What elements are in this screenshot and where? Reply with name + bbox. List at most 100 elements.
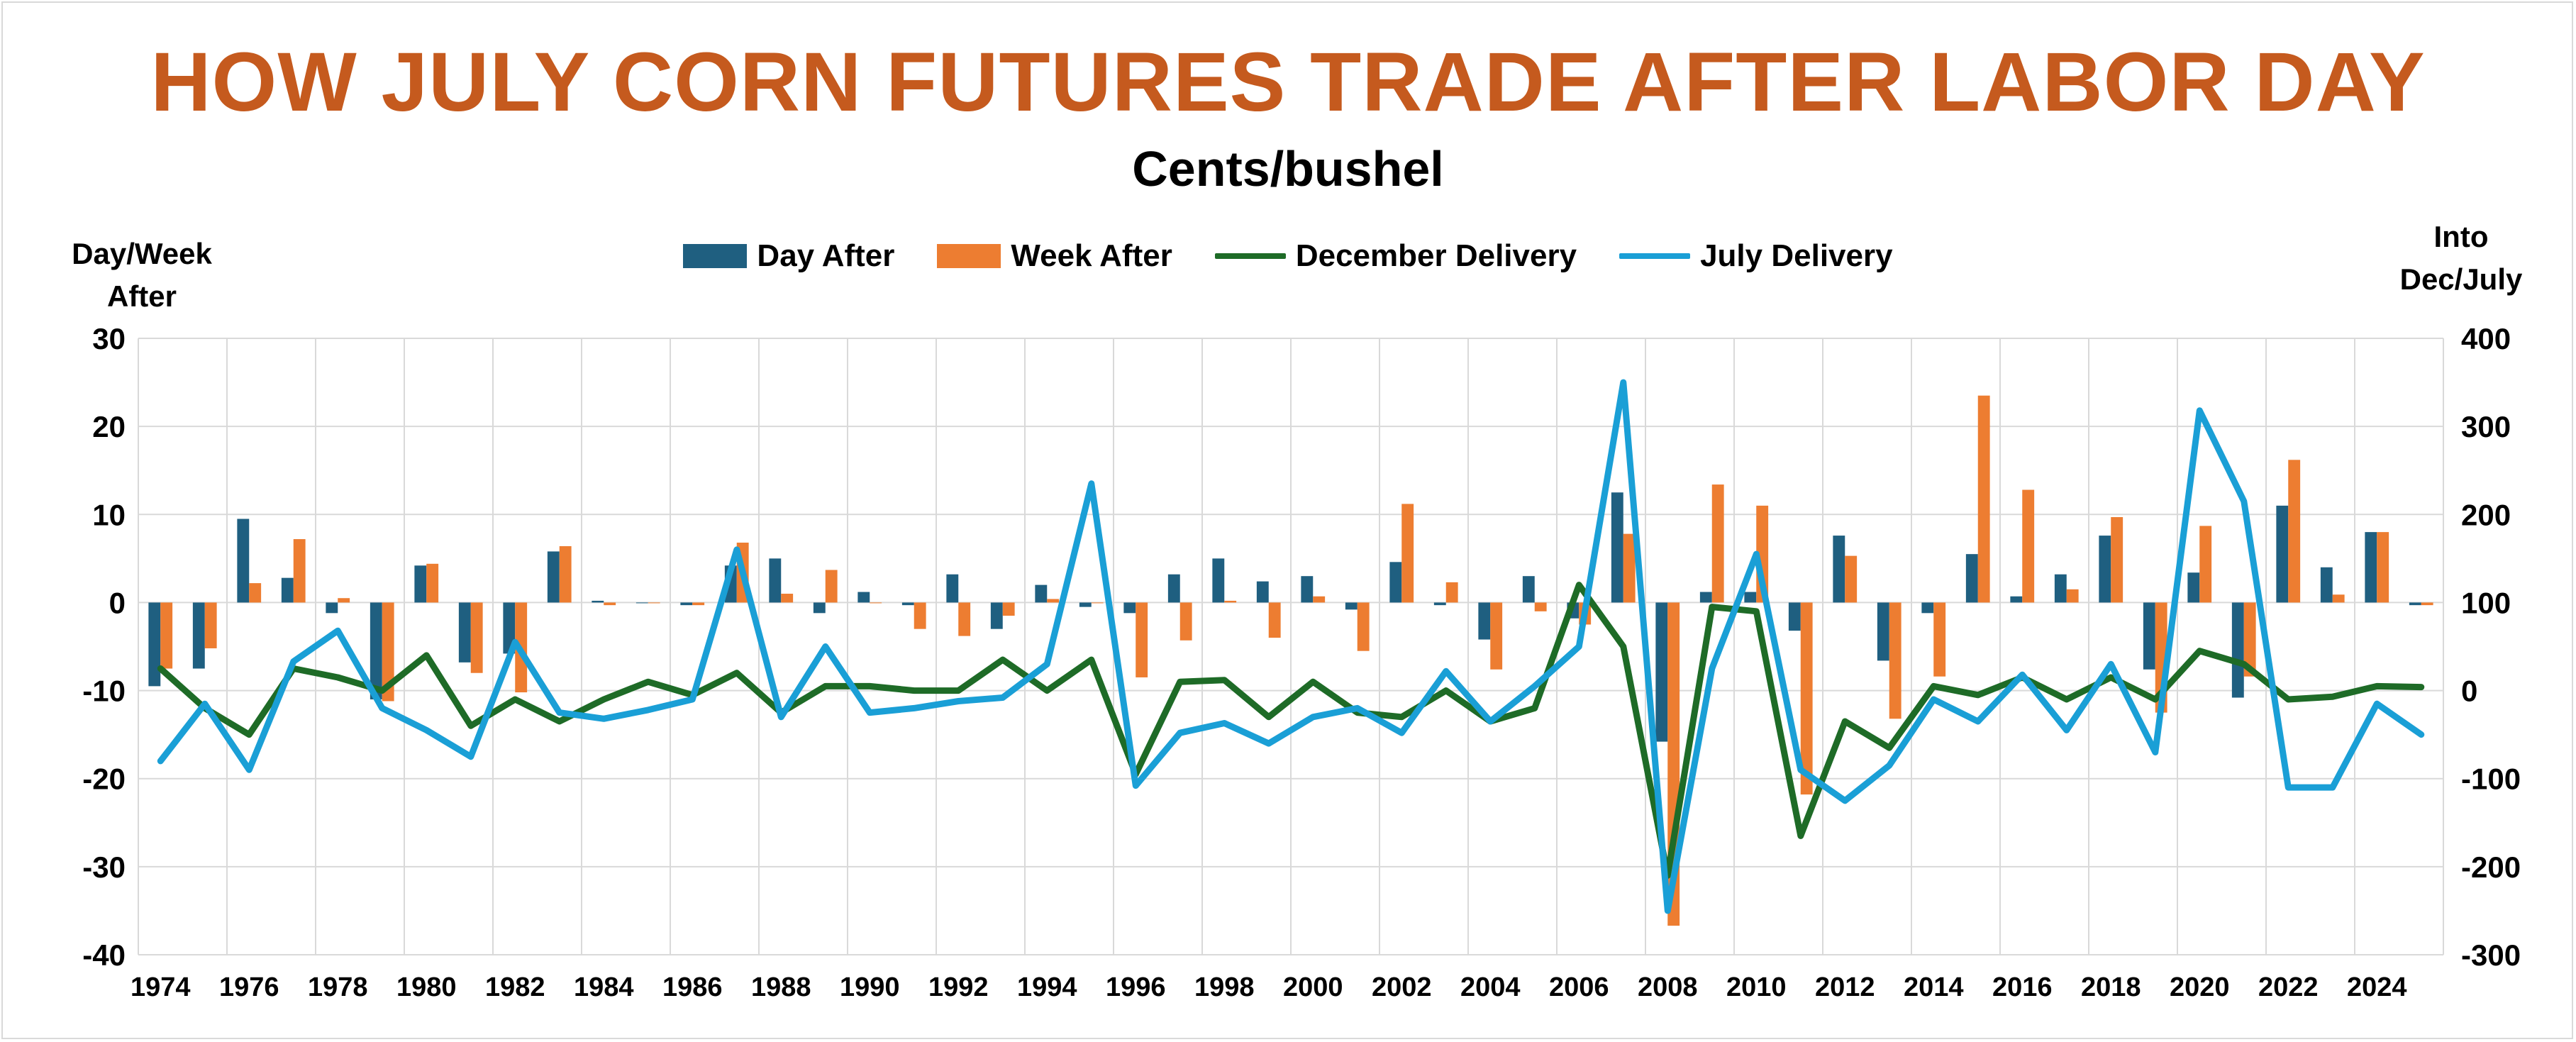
bar-week-after (1224, 600, 1237, 603)
bar-week-after (1136, 602, 1148, 677)
legend: Day After Week After December Delivery J… (0, 238, 2576, 274)
right-tick-label: 100 (2461, 586, 2511, 619)
bar-day-after (370, 602, 382, 699)
bar-week-after (2377, 532, 2389, 603)
bar-week-after (2022, 489, 2035, 603)
bar-day-after (2320, 567, 2333, 603)
point-december-delivery (337, 677, 338, 678)
bar-week-after (1534, 602, 1547, 611)
legend-item-december-delivery: December Delivery (1214, 238, 1577, 274)
right-axis-title: Into Dec/July (2399, 220, 2523, 296)
bar-day-after (237, 519, 250, 603)
point-july-delivery (2021, 674, 2023, 675)
point-july-delivery (692, 699, 693, 700)
right-tick-label: 400 (2461, 322, 2511, 355)
point-july-delivery (1268, 743, 1270, 744)
bar-day-after (769, 558, 782, 603)
x-tick-label: 2014 (1904, 972, 1964, 1002)
bar-day-after (1522, 576, 1535, 603)
point-december-delivery (1091, 659, 1092, 660)
point-december-delivery (869, 685, 870, 687)
point-july-delivery (382, 707, 383, 709)
bar-day-after (1833, 536, 1845, 603)
point-december-delivery (382, 690, 383, 692)
x-tick-label: 2018 (2081, 972, 2141, 1002)
point-july-delivery (2376, 703, 2377, 704)
left-tick-label: -40 (82, 938, 126, 972)
bar-week-after (1889, 602, 1902, 719)
point-december-delivery (2332, 696, 2333, 697)
point-july-delivery (1755, 553, 1757, 555)
bar-day-after (813, 602, 826, 614)
x-tick-label: 1998 (1194, 972, 1255, 1002)
legend-item-july-delivery: July Delivery (1619, 238, 1893, 274)
bar-day-after (148, 602, 161, 687)
bar-day-after (1611, 492, 1623, 603)
bar-day-after (1212, 558, 1225, 603)
point-july-delivery (470, 756, 472, 758)
bar-week-after (870, 602, 882, 604)
point-december-delivery (1002, 659, 1004, 660)
bar-week-after (160, 602, 173, 669)
point-july-delivery (1977, 721, 1979, 722)
point-december-delivery (825, 685, 826, 687)
bar-day-after (281, 577, 294, 603)
point-december-delivery (648, 681, 649, 682)
bar-day-after (2143, 602, 2155, 670)
point-december-delivery (2199, 650, 2200, 652)
point-july-delivery (1578, 646, 1580, 648)
point-july-delivery (2066, 729, 2067, 731)
point-december-delivery (914, 690, 915, 692)
point-december-delivery (736, 672, 738, 674)
bar-week-after (1047, 599, 1060, 603)
bar-week-after (1933, 602, 1946, 677)
bar-week-after (2421, 602, 2433, 606)
bar-day-after (1345, 602, 1358, 610)
point-july-delivery (1046, 663, 1048, 665)
right-tick-label: -300 (2461, 938, 2521, 972)
point-december-delivery (957, 690, 959, 692)
bar-week-after (1091, 602, 1104, 604)
x-tick-label: 2000 (1283, 972, 1343, 1002)
point-july-delivery (559, 712, 560, 714)
x-tick-label: 2020 (2170, 972, 2230, 1002)
x-tick-label: 1992 (928, 972, 989, 1002)
bar-day-after (458, 602, 471, 663)
point-july-delivery (648, 709, 649, 711)
bar-day-after (1921, 602, 1934, 614)
point-december-delivery (1889, 747, 1890, 748)
bar-week-after (293, 539, 306, 603)
legend-label-december-delivery: December Delivery (1295, 238, 1577, 273)
x-tick-label: 1984 (574, 972, 634, 1002)
bar-day-after (2276, 505, 2289, 603)
point-december-delivery (1578, 584, 1580, 586)
point-december-delivery (559, 721, 560, 722)
bar-week-after (1313, 596, 1326, 603)
point-july-delivery (2243, 501, 2245, 502)
point-july-delivery (2287, 787, 2289, 788)
legend-label-week-after: Week After (1011, 238, 1172, 273)
bar-day-after (2409, 602, 2421, 606)
bar-week-after (2066, 589, 2079, 603)
bar-week-after (1268, 602, 1281, 638)
legend-swatch-july-delivery (1619, 253, 1691, 259)
bar-week-after (1845, 555, 1858, 603)
bar-day-after (857, 592, 870, 603)
point-december-delivery (1312, 681, 1314, 682)
right-tick-label: -200 (2461, 850, 2521, 884)
legend-label-july-delivery: July Delivery (1700, 238, 1893, 273)
x-tick-label: 1996 (1106, 972, 1166, 1002)
point-december-delivery (1445, 690, 1447, 692)
x-tick-label: 2012 (1815, 972, 1875, 1002)
left-axis-title: Day/Week After (72, 237, 212, 313)
point-december-delivery (160, 668, 161, 670)
left-tick-label: 20 (92, 410, 126, 443)
x-tick-label: 2002 (1372, 972, 1432, 1002)
point-july-delivery (2110, 663, 2111, 665)
point-july-delivery (1179, 732, 1181, 733)
bar-day-after (1123, 602, 1136, 614)
bar-week-after (249, 583, 262, 603)
point-july-delivery (1135, 785, 1136, 787)
point-july-delivery (736, 549, 738, 550)
